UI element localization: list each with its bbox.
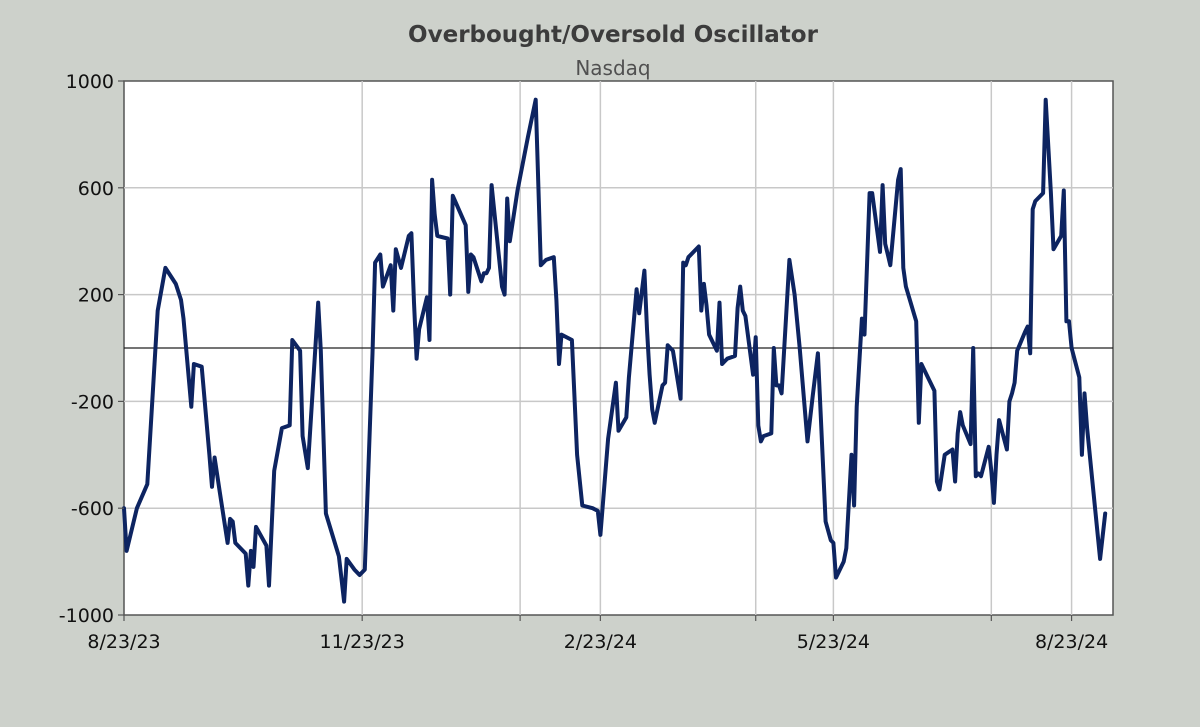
x-axis: 8/23/23 11/23/23 2/23/24 5/23/24 8/23/24 — [87, 615, 1108, 653]
x-tick-label: 2/23/24 — [564, 631, 637, 653]
series-line-group — [122, 97, 1108, 604]
y-tick-label: -1000 — [59, 605, 114, 627]
y-tick-label: 1000 — [66, 71, 114, 93]
x-tick-label: 11/23/23 — [320, 631, 405, 653]
y-tick-label: 600 — [78, 178, 114, 200]
y-tick-label: -200 — [71, 391, 114, 413]
x-tick-label: 5/23/24 — [797, 631, 870, 653]
chart-title: Overbought/Oversold Oscillator — [408, 22, 818, 48]
series-line — [122, 97, 1108, 604]
y-tick-label: -600 — [71, 498, 114, 520]
y-axis: 1000 600 200 -200 -600 -1000 — [59, 71, 124, 627]
y-tick-label: 200 — [78, 285, 114, 307]
x-tick-label: 8/23/24 — [1035, 631, 1108, 653]
x-tick-label: 8/23/23 — [87, 631, 160, 653]
chart-subtitle: Nasdaq — [575, 56, 651, 80]
